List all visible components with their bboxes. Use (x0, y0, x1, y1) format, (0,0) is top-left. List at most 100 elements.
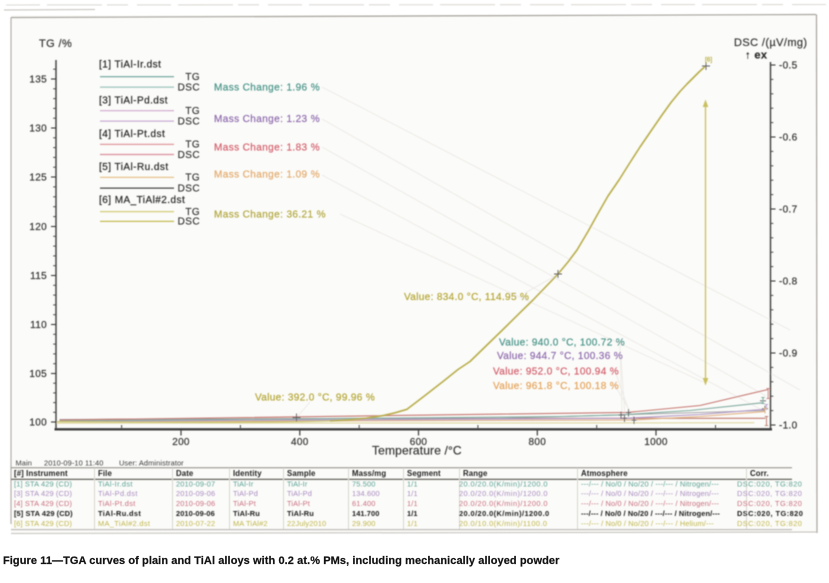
svg-text:2010-09-06: 2010-09-06 (176, 499, 215, 508)
svg-text:MA TiAl#2: MA TiAl#2 (233, 519, 268, 528)
svg-text:2010-09-06: 2010-09-06 (176, 489, 215, 498)
svg-text:1/1: 1/1 (407, 499, 418, 508)
svg-text:Date: Date (176, 469, 194, 478)
svg-text:20.0/20.0(K/min)/1200.0: 20.0/20.0(K/min)/1200.0 (459, 499, 548, 508)
svg-text:1000: 1000 (644, 437, 668, 448)
svg-text:TG: TG (185, 140, 200, 151)
svg-text:20.0/20.0(K/min)/1200.0: 20.0/20.0(K/min)/1200.0 (459, 489, 548, 498)
svg-text:400: 400 (291, 437, 309, 448)
svg-text:141.700: 141.700 (352, 509, 379, 518)
svg-text:TiAl-Pt: TiAl-Pt (233, 499, 256, 508)
svg-text:[6] MA_TiAl#2.dst: [6] MA_TiAl#2.dst (99, 195, 185, 206)
svg-text:Mass Change: 1.09 %: Mass Change: 1.09 % (214, 170, 320, 181)
svg-text:1/1: 1/1 (407, 509, 418, 518)
svg-text:TG /%: TG /% (39, 38, 72, 50)
svg-text:TiAl-Ir: TiAl-Ir (233, 479, 254, 488)
svg-text:User: Administrator: User: Administrator (119, 459, 184, 468)
svg-text:---/--- / No/0 / No/20 / ---/-: ---/--- / No/0 / No/20 / ---/--- / Nitro… (581, 509, 720, 518)
svg-text:DSC: DSC (178, 150, 200, 161)
svg-text:600: 600 (410, 437, 428, 448)
svg-text:DSC:020, TG:820: DSC:020, TG:820 (737, 519, 802, 528)
svg-text:TiAl-Pt: TiAl-Pt (287, 499, 310, 508)
svg-text:[1] STA 429 (CD): [1] STA 429 (CD) (14, 479, 72, 488)
svg-text:Figure 11—TGA curves of plain: Figure 11—TGA curves of plain and TiAl a… (3, 555, 560, 567)
svg-text:20.0/20.0(K/min)/1200.0: 20.0/20.0(K/min)/1200.0 (459, 479, 548, 488)
svg-text:---/--- / No/0 / No/20 / ---/-: ---/--- / No/0 / No/20 / ---/--- / Nitro… (581, 499, 719, 508)
svg-text:[1] TiAl-Ir.dst: [1] TiAl-Ir.dst (99, 60, 161, 71)
svg-text:TiAl-Ru: TiAl-Ru (287, 509, 314, 518)
svg-text:-0.8: -0.8 (779, 277, 798, 288)
svg-text:22July2010: 22July2010 (287, 519, 326, 528)
svg-text:135: 135 (29, 75, 47, 86)
svg-text:75.500: 75.500 (352, 479, 376, 488)
svg-text:DSC:020, TG:820: DSC:020, TG:820 (737, 489, 802, 498)
svg-text:Mass Change: 1.83 %: Mass Change: 1.83 % (214, 143, 320, 154)
svg-text:[#] Instrument: [#] Instrument (14, 469, 68, 478)
svg-text:Mass Change: 1.23 %: Mass Change: 1.23 % (214, 114, 320, 125)
svg-text:Atmosphere: Atmosphere (581, 469, 628, 478)
svg-text:Value: 961.8 °C, 100.18 %: Value: 961.8 °C, 100.18 % (493, 381, 619, 392)
svg-text:DSC:020, TG:820: DSC:020, TG:820 (737, 479, 802, 488)
svg-text:TiAl-Ir.dst: TiAl-Ir.dst (98, 479, 133, 488)
svg-text:105: 105 (29, 369, 47, 380)
svg-text:Mass Change: 1.96 %: Mass Change: 1.96 % (214, 82, 320, 93)
svg-text:61.400: 61.400 (352, 499, 376, 508)
svg-text:-0.7: -0.7 (779, 205, 798, 216)
svg-text:TiAl-Pd: TiAl-Pd (287, 489, 312, 498)
svg-text:DSC: DSC (178, 217, 200, 228)
svg-text:20.0/10.0(K/min)/1100.0: 20.0/10.0(K/min)/1100.0 (459, 519, 547, 528)
svg-text:TG: TG (185, 173, 200, 184)
svg-text:Value: 940.0 °C, 100.72 %: Value: 940.0 °C, 100.72 % (499, 338, 625, 349)
svg-text:Identity: Identity (233, 469, 262, 478)
svg-text:125: 125 (29, 173, 47, 184)
svg-text:DSC: DSC (178, 116, 200, 127)
svg-text:---/--- / No/0 / No/20 / ---/-: ---/--- / No/0 / No/20 / ---/--- / Nitro… (581, 479, 719, 488)
svg-text:29.900: 29.900 (352, 519, 376, 528)
svg-text:100: 100 (29, 418, 47, 429)
svg-text:---/--- / No/0 / No/20 / ---/-: ---/--- / No/0 / No/20 / ---/--- / Heliu… (581, 519, 714, 528)
svg-text:130: 130 (29, 124, 47, 135)
svg-text:Main: Main (16, 459, 32, 468)
svg-text:2010-09-06: 2010-09-06 (176, 509, 215, 518)
svg-text:2010-09-07: 2010-09-07 (176, 479, 215, 488)
svg-text:120: 120 (29, 222, 47, 233)
svg-text:Segment: Segment (407, 469, 441, 478)
svg-text:Mass Change: 36.21 %: Mass Change: 36.21 % (214, 209, 326, 220)
svg-text:Corr.: Corr. (750, 469, 769, 478)
svg-text:Mass/mg: Mass/mg (352, 469, 386, 478)
svg-text:TG: TG (185, 106, 200, 117)
svg-text:[3] TiAl-Pd.dst: [3] TiAl-Pd.dst (99, 96, 168, 107)
svg-text:Sample: Sample (287, 469, 316, 478)
svg-text:TiAl-Pd.dst: TiAl-Pd.dst (98, 489, 138, 498)
svg-text:[4] TiAl-Pt.dst: [4] TiAl-Pt.dst (99, 129, 165, 140)
svg-text:200: 200 (172, 437, 190, 448)
svg-text:Value: 944.7 °C, 100.36 %: Value: 944.7 °C, 100.36 % (497, 351, 623, 362)
svg-text:[6] STA 429 (CD): [6] STA 429 (CD) (14, 519, 72, 528)
svg-text:-0.6: -0.6 (779, 133, 798, 144)
svg-text:TiAl-Ir: TiAl-Ir (287, 479, 308, 488)
svg-text:[5] TiAl-Ru.dst: [5] TiAl-Ru.dst (99, 162, 169, 173)
svg-text:[4] STA 429 (CD): [4] STA 429 (CD) (14, 499, 72, 508)
svg-text:TG: TG (185, 72, 200, 83)
svg-text:---/--- / No/0 / No/20 / ---/-: ---/--- / No/0 / No/20 / ---/--- / Nitro… (581, 489, 719, 498)
svg-text:2010-09-10 11:40: 2010-09-10 11:40 (44, 459, 103, 468)
svg-text:TiAl-Pt.dst: TiAl-Pt.dst (98, 499, 136, 508)
svg-text:TiAl-Pd: TiAl-Pd (233, 489, 258, 498)
svg-text:TG: TG (185, 207, 200, 218)
svg-text:File: File (98, 469, 112, 478)
svg-text:2010-07-22: 2010-07-22 (176, 519, 215, 528)
svg-text:DSC: DSC (178, 183, 200, 194)
svg-text:DSC: DSC (178, 82, 200, 93)
svg-text:Range: Range (463, 469, 488, 478)
svg-text:-0.9: -0.9 (779, 349, 798, 360)
svg-text:Value: 834.0 °C, 114.95 %: Value: 834.0 °C, 114.95 % (404, 292, 529, 303)
svg-text:800: 800 (529, 437, 547, 448)
svg-text:110: 110 (30, 320, 47, 331)
svg-text:-1.0: -1.0 (779, 421, 798, 432)
svg-text:TiAl-Ru.dst: TiAl-Ru.dst (98, 509, 141, 518)
svg-text:TiAl-Ru: TiAl-Ru (233, 509, 260, 518)
svg-text:Value: 952.0 °C, 100.94 %: Value: 952.0 °C, 100.94 % (493, 366, 619, 377)
svg-text:1/1: 1/1 (407, 519, 418, 528)
svg-text:1/1: 1/1 (407, 489, 418, 498)
svg-text:20.0/20.0(K/min)/1200.0: 20.0/20.0(K/min)/1200.0 (459, 509, 550, 518)
